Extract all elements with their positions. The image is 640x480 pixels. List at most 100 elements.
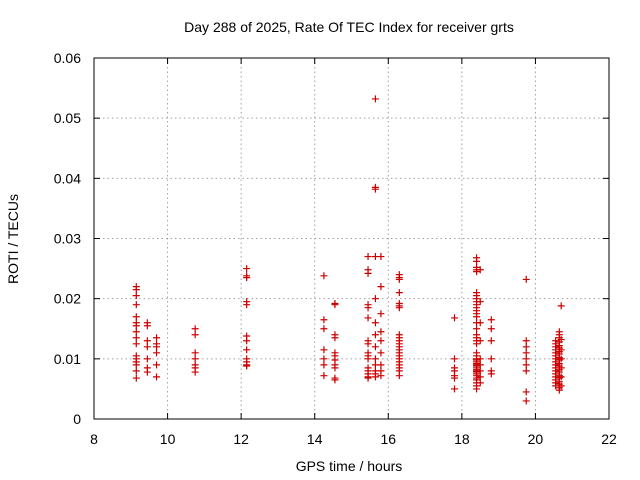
data-point bbox=[132, 367, 140, 375]
data-point bbox=[143, 343, 151, 351]
data-point bbox=[377, 337, 385, 345]
data-point bbox=[476, 355, 484, 363]
data-point bbox=[191, 325, 199, 333]
data-point bbox=[555, 386, 563, 394]
data-point bbox=[371, 331, 379, 339]
data-point bbox=[377, 361, 385, 369]
data-point bbox=[153, 349, 161, 357]
data-points bbox=[132, 95, 565, 405]
x-tick-label: 16 bbox=[380, 431, 396, 447]
data-point bbox=[191, 331, 199, 339]
data-point bbox=[243, 265, 251, 273]
data-point bbox=[487, 337, 495, 345]
data-point bbox=[132, 328, 140, 336]
y-tick-label: 0.05 bbox=[54, 110, 81, 126]
x-axis-label: GPS time / hours bbox=[296, 458, 403, 474]
data-point bbox=[371, 319, 379, 327]
y-tick-label: 0.06 bbox=[54, 50, 81, 66]
data-point bbox=[132, 313, 140, 321]
data-point bbox=[476, 367, 484, 375]
data-point bbox=[132, 292, 140, 300]
data-point bbox=[487, 355, 495, 363]
x-tick-label: 14 bbox=[307, 431, 323, 447]
data-point bbox=[153, 373, 161, 381]
data-point bbox=[364, 374, 372, 382]
data-point bbox=[395, 275, 403, 283]
y-tick-label: 0.04 bbox=[54, 170, 81, 186]
data-point bbox=[377, 372, 385, 380]
data-point bbox=[557, 373, 565, 381]
data-point bbox=[377, 253, 385, 261]
data-point bbox=[143, 322, 151, 330]
data-point bbox=[487, 370, 495, 378]
data-point bbox=[191, 368, 199, 376]
data-point bbox=[191, 349, 199, 357]
x-tick-label: 12 bbox=[233, 431, 249, 447]
data-point bbox=[473, 385, 481, 393]
data-point bbox=[557, 302, 565, 310]
data-point bbox=[522, 355, 530, 363]
data-point bbox=[451, 314, 458, 322]
data-point bbox=[243, 337, 251, 345]
data-point bbox=[331, 301, 339, 309]
data-point bbox=[557, 336, 565, 344]
data-point bbox=[371, 185, 379, 193]
data-point bbox=[476, 319, 484, 327]
data-point bbox=[243, 274, 251, 282]
data-point bbox=[451, 385, 458, 393]
data-point bbox=[377, 328, 385, 336]
y-tick-label: 0 bbox=[73, 411, 81, 427]
x-tick-label: 10 bbox=[160, 431, 176, 447]
data-point bbox=[451, 374, 458, 382]
data-point bbox=[476, 298, 484, 306]
data-point bbox=[364, 269, 372, 277]
data-point bbox=[132, 301, 140, 309]
x-tick-label: 22 bbox=[601, 431, 617, 447]
data-point bbox=[371, 343, 379, 351]
data-point bbox=[132, 374, 140, 382]
data-point bbox=[473, 257, 481, 265]
data-point bbox=[451, 355, 458, 363]
data-point bbox=[557, 346, 565, 354]
y-tick-label: 0.03 bbox=[54, 231, 81, 247]
axis-ticks: 8 10 12 14 16 18 20 22 0 0.01 0.02 0.03 0.04 0.05 0.06 bbox=[54, 50, 617, 447]
grid-lines bbox=[94, 58, 609, 419]
data-point bbox=[132, 286, 140, 294]
data-point bbox=[522, 388, 530, 396]
data-point bbox=[473, 313, 481, 321]
data-point bbox=[364, 314, 372, 322]
x-tick-label: 20 bbox=[528, 431, 544, 447]
data-point bbox=[364, 355, 372, 363]
data-point bbox=[320, 272, 328, 280]
data-point bbox=[132, 334, 140, 342]
data-point bbox=[243, 301, 251, 309]
data-point bbox=[557, 382, 565, 390]
data-point bbox=[132, 340, 140, 348]
data-point bbox=[522, 349, 530, 357]
data-point bbox=[364, 340, 372, 348]
data-point bbox=[557, 364, 565, 372]
data-point bbox=[522, 397, 530, 405]
data-point bbox=[522, 361, 530, 369]
data-point bbox=[153, 343, 161, 351]
chart-title: Day 288 of 2025, Rate Of TEC Index for r… bbox=[184, 19, 514, 35]
data-point bbox=[476, 266, 484, 274]
data-point bbox=[320, 325, 328, 333]
data-point bbox=[364, 253, 372, 261]
data-point bbox=[476, 379, 484, 387]
data-point bbox=[331, 364, 339, 372]
data-point bbox=[476, 337, 484, 345]
data-point bbox=[522, 343, 530, 351]
data-point bbox=[320, 361, 328, 369]
data-point bbox=[243, 362, 251, 370]
data-point bbox=[143, 355, 151, 363]
data-point bbox=[473, 340, 481, 348]
x-tick-label: 18 bbox=[454, 431, 470, 447]
data-point bbox=[320, 316, 328, 324]
y-tick-label: 0.02 bbox=[54, 291, 81, 307]
data-point bbox=[153, 361, 161, 369]
data-point bbox=[476, 361, 484, 369]
data-point bbox=[371, 373, 379, 381]
data-point bbox=[476, 373, 484, 381]
data-point bbox=[320, 355, 328, 363]
